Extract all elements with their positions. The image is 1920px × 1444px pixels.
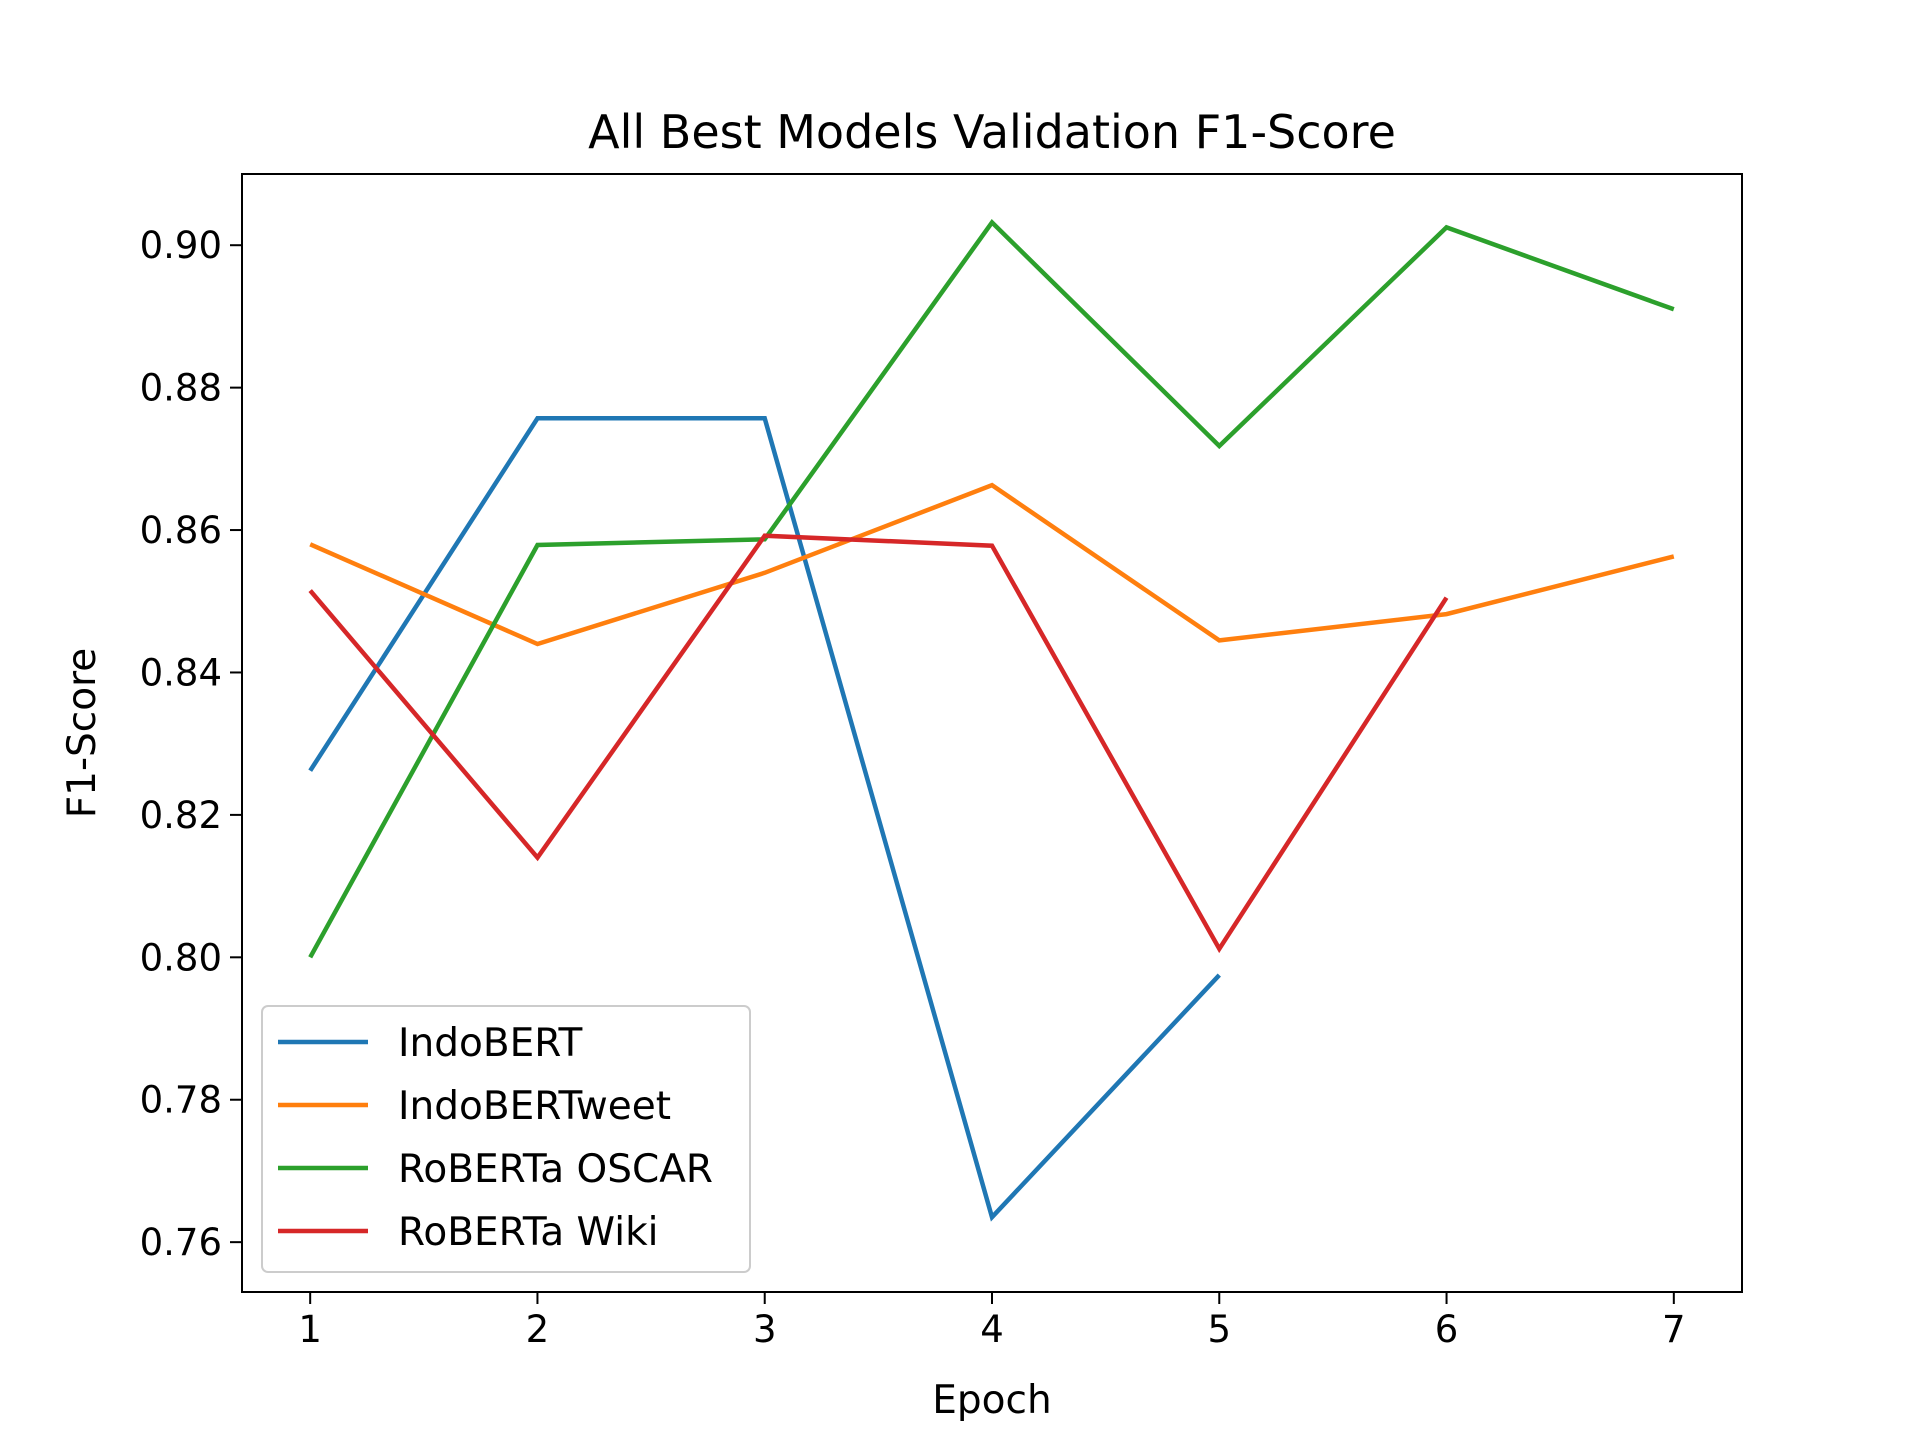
legend-label-2: RoBERTa OSCAR bbox=[398, 1147, 713, 1192]
y-tick-label-3: 0.82 bbox=[140, 794, 222, 837]
y-tick-label-1: 0.78 bbox=[140, 1079, 222, 1122]
y-tick-label-6: 0.88 bbox=[140, 367, 222, 410]
series-line-0 bbox=[308, 416, 1221, 1222]
series-line-2 bbox=[308, 218, 1675, 959]
x-tick-label-4: 5 bbox=[1207, 1308, 1231, 1351]
legend-label-0: IndoBERT bbox=[398, 1021, 582, 1066]
chart-title: All Best Models Validation F1-Score bbox=[588, 105, 1396, 159]
legend-label-3: RoBERTa Wiki bbox=[398, 1210, 659, 1255]
y-tick-label-7: 0.90 bbox=[140, 224, 222, 267]
series-line-1 bbox=[309, 482, 1675, 647]
y-axis: 0.76 0.78 0.80 0.82 0.84 0.86 0.88 0.90 bbox=[140, 224, 242, 1264]
legend-box bbox=[261, 1005, 751, 1273]
y-tick-label-2: 0.80 bbox=[140, 936, 222, 979]
y-tick-label-5: 0.86 bbox=[140, 509, 222, 552]
x-tick-label-0: 1 bbox=[298, 1308, 322, 1351]
x-axis: 1 2 3 4 5 6 7 bbox=[298, 1292, 1686, 1351]
y-tick-label-0: 0.76 bbox=[140, 1221, 222, 1264]
legend-label-1: IndoBERTweet bbox=[398, 1084, 671, 1129]
x-tick-label-6: 7 bbox=[1662, 1308, 1686, 1351]
series-layer bbox=[308, 218, 1675, 1222]
y-axis-label: F1-Score bbox=[60, 648, 105, 819]
x-tick-label-2: 3 bbox=[753, 1308, 777, 1351]
x-axis-label: Epoch bbox=[932, 1378, 1051, 1423]
x-tick-label-5: 6 bbox=[1435, 1308, 1459, 1351]
legend: IndoBERT IndoBERTweet RoBERTa OSCAR RoBERTa… bbox=[261, 1005, 751, 1273]
series-line-3 bbox=[308, 533, 1449, 954]
y-tick-label-4: 0.84 bbox=[140, 651, 222, 694]
x-tick-label-1: 2 bbox=[526, 1308, 550, 1351]
x-tick-label-3: 4 bbox=[980, 1308, 1004, 1351]
